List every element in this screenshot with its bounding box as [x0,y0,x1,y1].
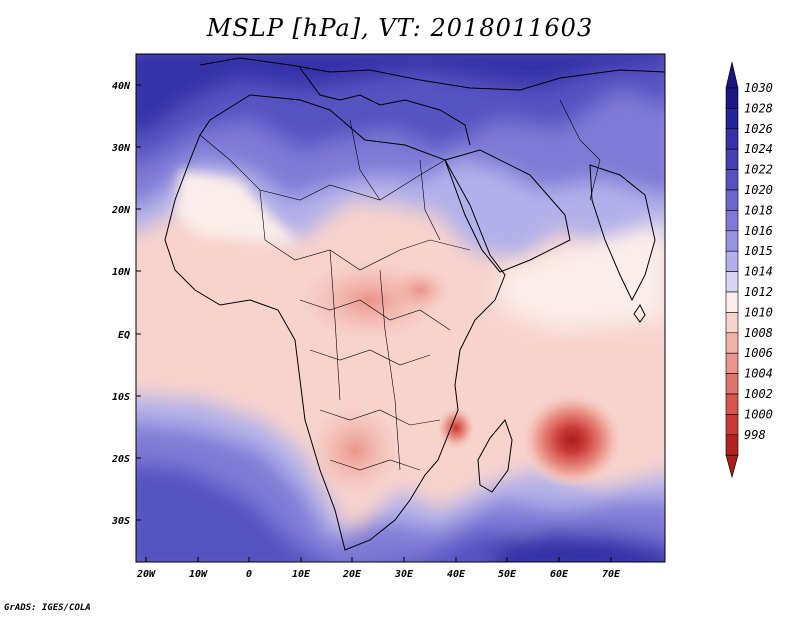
colorbar-swatch [725,189,739,211]
country-borders [199,99,601,471]
colorbar-label: 1024 [744,142,773,156]
lon-label: 0 [246,569,252,580]
colorbar-label: 1002 [744,387,773,401]
lon-label: 50E [498,569,517,580]
colorbar-label: 1028 [744,101,773,115]
colorbar-swatch [725,148,739,170]
colorbar-swatch [725,291,739,313]
plot-frame [135,53,666,563]
axis-ticks [136,84,612,562]
colorbar-swatch [725,87,739,109]
map-title: MSLP [hPa], VT: 2018011603 [206,14,594,42]
colorbar-label: 1020 [744,183,773,197]
lat-label: 10N [112,267,131,278]
lon-label: 20E [342,569,362,580]
footer-credit: GrADS: IGES/COLA [4,603,91,613]
colorbar-swatch [725,271,739,293]
colorbar-swatch [725,414,739,436]
lat-label: 10S [112,392,130,403]
colorbar-swatch [725,108,739,130]
colorbar-label: 1008 [744,326,773,340]
longitude-labels: 20W 10W 0 10E 20E 30E 40E 50E 60E 70E [136,569,621,580]
lat-label: 20S [111,454,130,465]
lat-label: 30N [111,143,131,154]
colorbar-label: 1000 [744,407,773,421]
colorbar-swatch [725,128,739,150]
lon-label: 10E [292,569,311,580]
colorbar-label: 1014 [744,265,773,279]
latitude-labels: 40N 30N 20N 10N EQ 10S 20S 30S [111,81,131,527]
colorbar-label: 1026 [744,122,773,136]
colorbar-swatch [725,373,739,395]
colorbar-bottom-arrow [725,454,739,479]
colorbar-label: 1012 [744,285,773,299]
colorbar-label: 1016 [744,224,773,238]
colorbar-swatch [725,312,739,334]
colorbar-swatch [725,352,739,374]
lat-label: 30S [111,516,130,527]
colorbar-swatch [725,210,739,232]
colorbar-swatch [725,169,739,191]
colorbar-label: 1006 [744,346,773,360]
lon-label: 60E [550,569,569,580]
lon-label: 10W [189,569,208,580]
low-pressure-system [520,392,624,488]
colorbar-swatch [725,230,739,252]
lat-label: EQ [118,330,130,341]
colorbar-swatch [725,250,739,272]
lon-label: 70E [602,569,621,580]
colorbar-top-arrow [725,61,739,89]
lon-label: 20W [136,569,156,580]
lon-label: 40E [447,569,466,580]
colorbar-label: 1030 [744,81,773,95]
lat-label: 20N [111,205,131,216]
lat-label: 40N [112,81,131,92]
lon-label: 30E [394,569,414,580]
colorbar-label: 998 [744,428,766,442]
colorbar: 1030 1028 1026 1024 1022 1020 1018 1016 1015 1014… [725,61,773,479]
colorbar-swatch [725,393,739,415]
colorbar-label: 1022 [744,163,773,177]
colorbar-swatch [725,332,739,354]
colorbar-label: 1018 [744,203,773,217]
colorbar-swatch [725,434,739,456]
pressure-field [136,54,665,562]
colorbar-label: 1010 [744,305,773,319]
colorbar-label: 1004 [744,367,773,381]
colorbar-label: 1015 [744,244,773,258]
